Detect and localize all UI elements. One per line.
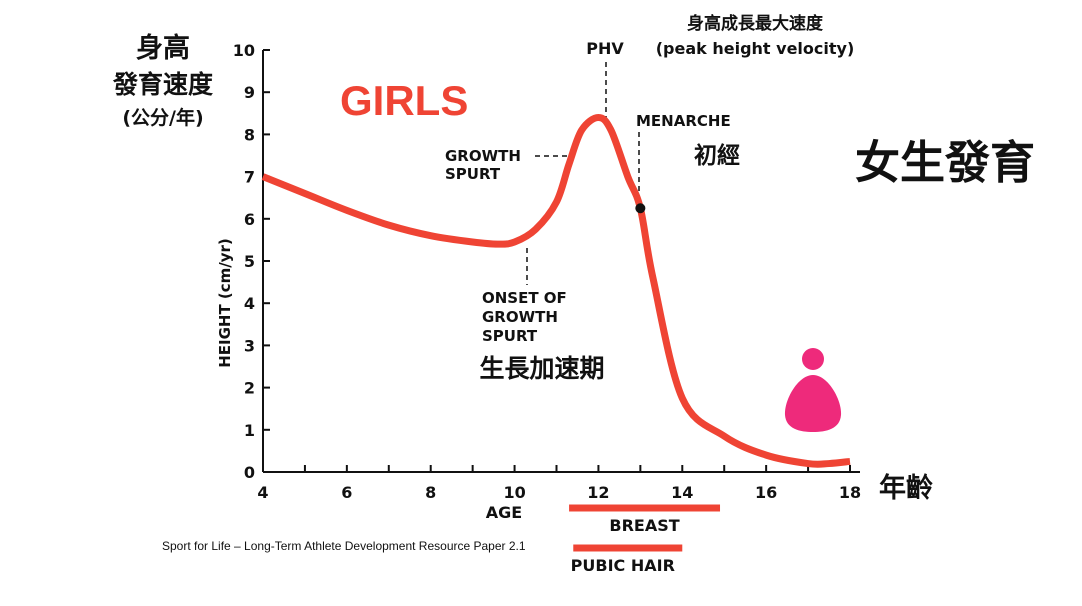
y-axis-label: HEIGHT (cm/yr) [216, 238, 234, 368]
x-axis-label: AGE [486, 503, 522, 522]
y-axis-title-zh-3: (公分/年) [122, 106, 203, 129]
y-tick-label: 1 [244, 421, 255, 440]
onset-label-1: ONSET OF [482, 289, 567, 307]
x-tick-label: 18 [839, 483, 861, 502]
y-tick-label: 6 [244, 210, 255, 229]
y-tick-label: 2 [244, 379, 255, 398]
y-tick-label: 4 [244, 294, 255, 313]
y-ticks: 0 1 2 3 4 5 6 7 8 9 10 [233, 41, 270, 482]
chart-subtitle-zh: 女生發育 [855, 136, 1035, 189]
development-bars: BREAST PUBIC HAIR [569, 504, 721, 575]
x-axis-label-zh: 年齡 [879, 472, 933, 504]
development-bar-label: PUBIC HAIR [571, 556, 675, 575]
y-tick-label: 7 [244, 168, 255, 187]
menarche-label: MENARCHE [636, 112, 731, 130]
growth-spurt-label-2: SPURT [445, 165, 501, 183]
growth-spurt-label-1: GROWTH [445, 147, 521, 165]
chart-title: GIRLS [340, 77, 468, 124]
onset-label-2: GROWTH [482, 308, 558, 326]
phv-zh-label: 身高成長最大速度 [687, 13, 824, 34]
x-tick-label: 8 [425, 483, 436, 502]
y-tick-label: 0 [244, 463, 255, 482]
series-group [261, 114, 851, 468]
y-tick-label: 9 [244, 83, 255, 102]
phv-label: PHV [586, 39, 624, 58]
onset-label-3: SPURT [482, 327, 538, 345]
menarche-zh-label: 初經 [694, 142, 740, 169]
x-tick-label: 16 [755, 483, 777, 502]
y-tick-label: 8 [244, 125, 255, 144]
x-tick-label: 12 [587, 483, 609, 502]
development-bar-label: BREAST [609, 516, 679, 535]
y-axis-title-zh-2: 發育速度 [112, 70, 213, 99]
menarche-point [635, 203, 646, 214]
x-tick-label: 6 [341, 483, 352, 502]
source-citation: Sport for Life – Long-Term Athlete Devel… [162, 539, 526, 553]
growth-zh-label: 生長加速期 [479, 354, 604, 383]
x-tick-label: 10 [503, 483, 525, 502]
x-tick-label: 4 [257, 483, 268, 502]
y-tick-label: 5 [244, 252, 255, 271]
y-tick-label: 3 [244, 336, 255, 355]
growth-velocity-line [261, 114, 851, 468]
x-ticks: 4 6 8 10 12 14 16 18 [257, 465, 861, 502]
phv-en-label: (peak height velocity) [656, 39, 855, 58]
x-tick-label: 14 [671, 483, 693, 502]
y-axis-title-zh-1: 身高 [136, 32, 190, 64]
y-tick-label: 10 [233, 41, 255, 60]
person-icon [784, 348, 842, 432]
